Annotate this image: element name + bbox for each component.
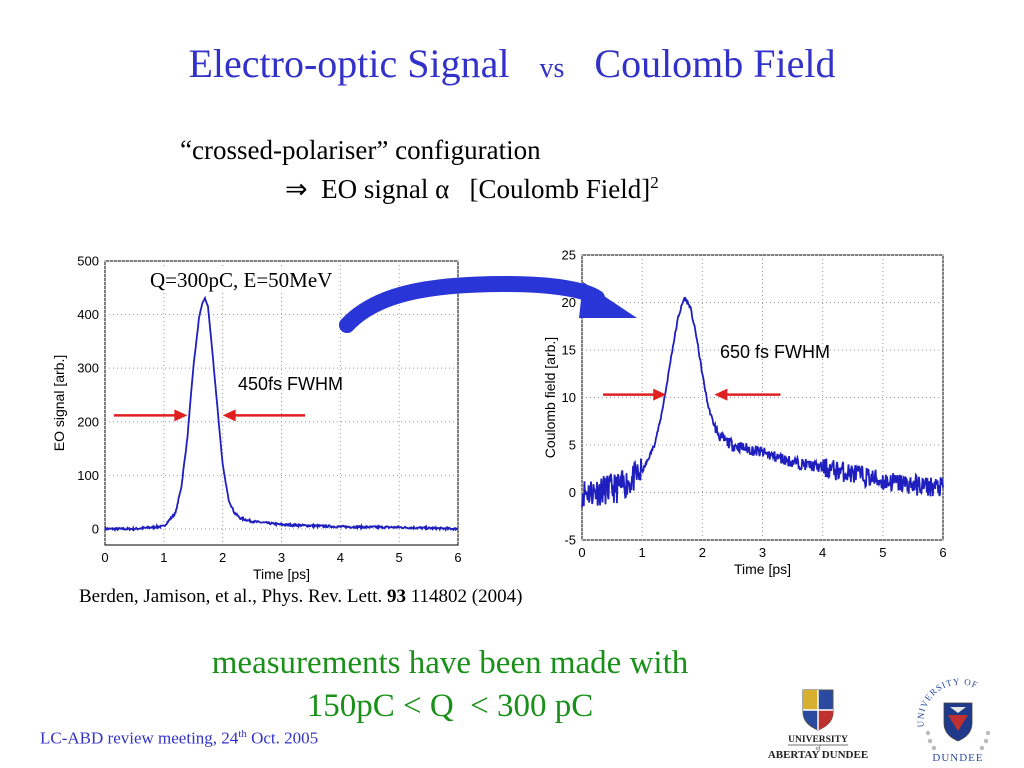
footer-date: Oct. 2005	[246, 728, 319, 748]
y-tick-label: 0	[92, 521, 99, 536]
y-tick-label: 20	[562, 295, 576, 310]
y-tick-label: 200	[77, 414, 99, 429]
charge-energy-label: Q=300pC, E=50MeV	[147, 268, 336, 293]
abertay-logo-line2: ABERTAY DUNDEE	[768, 749, 868, 760]
subtitle-line1: “crossed-polariser” configuration	[180, 135, 541, 165]
x-tick-label: 2	[219, 550, 226, 565]
x-tick-label: 1	[160, 550, 167, 565]
title-left: Electro-optic Signal	[188, 41, 510, 86]
citation-authors: Berden, Jamison, et al., Phys. Rev. Lett…	[79, 586, 387, 607]
y-tick-label: 100	[77, 468, 99, 483]
fwhm-label: 650 fs FWHM	[720, 342, 830, 362]
x-tick-label: 1	[639, 545, 646, 560]
abertay-logo-of: of	[816, 745, 822, 752]
citation-volume: 93	[387, 586, 406, 607]
fwhm-arrowhead-left	[174, 409, 188, 422]
x-tick-label: 2	[699, 545, 706, 560]
subtitle-superscript: 2	[650, 173, 659, 192]
subtitle-line2: ⇒ EO signal α [Coulomb Field]2	[285, 173, 659, 205]
x-tick-label: 4	[337, 550, 344, 565]
fwhm-arrowhead-right	[222, 409, 236, 422]
y-tick-label: 15	[562, 343, 576, 358]
y-axis-label: EO signal [arb.]	[51, 355, 67, 452]
data-series-line	[581, 296, 944, 508]
subtitle-line2-main: EO signal α [Coulomb Field]	[321, 174, 651, 204]
fwhm-arrowhead-left	[653, 388, 667, 401]
measurements-line1: measurements have been made with	[211, 645, 689, 681]
eo-signal-chart: 0 1 2 3 4 5 6 0 100 200 300 400 500 Time [ps] EO signa…	[51, 254, 462, 583]
citation-pages: 114802 (2004)	[406, 586, 523, 607]
y-tick-label: -5	[564, 533, 576, 548]
title-right: Coulomb Field	[594, 41, 836, 86]
x-tick-label: 3	[759, 545, 766, 560]
x-tick-label: 3	[278, 550, 285, 565]
connecting-arrow	[339, 275, 637, 333]
dundee-logo-name: DUNDEE	[932, 752, 983, 764]
x-tick-label: 0	[578, 545, 585, 560]
y-tick-label: 300	[77, 361, 99, 376]
x-axis-label: Time [ps]	[253, 566, 310, 582]
dundee-logo: UNIVERSITY OF DUNDEE	[915, 676, 991, 764]
x-tick-label: 5	[879, 545, 886, 560]
x-tick-label: 0	[101, 550, 108, 565]
x-tick-label: 6	[939, 545, 946, 560]
y-tick-label: 500	[77, 254, 99, 269]
y-axis-label: Coulomb field [arb.]	[542, 337, 558, 458]
slide-title: Electro-optic Signal vs Coulomb Field	[0, 40, 1024, 87]
y-tick-label: 25	[562, 248, 576, 263]
abertay-logo: UNIVERSITY of ABERTAY DUNDEE	[768, 689, 868, 760]
y-tick-label: 400	[77, 307, 99, 322]
fwhm-arrowhead-right	[714, 388, 728, 401]
citation: Berden, Jamison, et al., Phys. Rev. Lett…	[79, 586, 522, 608]
y-tick-label: 0	[569, 485, 576, 500]
title-vs: vs	[539, 53, 565, 84]
fwhm-label: 450fs FWHM	[238, 374, 343, 394]
implies-arrow: ⇒	[285, 174, 308, 204]
x-tick-label: 5	[396, 550, 403, 565]
footer-text: LC-ABD review meeting, 24	[40, 728, 239, 748]
footer: LC-ABD review meeting, 24th Oct. 2005	[40, 728, 318, 749]
data-series-line	[104, 295, 459, 533]
x-axis-label: Time [ps]	[734, 561, 791, 577]
y-tick-label: 10	[562, 390, 576, 405]
footer-superscript: th	[238, 728, 247, 740]
x-tick-label: 6	[454, 550, 461, 565]
x-tick-label: 4	[819, 545, 826, 560]
abertay-logo-line1: UNIVERSITY	[788, 735, 848, 745]
measurements-line2: 150pC < Q < 300 pC	[306, 688, 594, 724]
y-tick-label: 5	[569, 438, 576, 453]
